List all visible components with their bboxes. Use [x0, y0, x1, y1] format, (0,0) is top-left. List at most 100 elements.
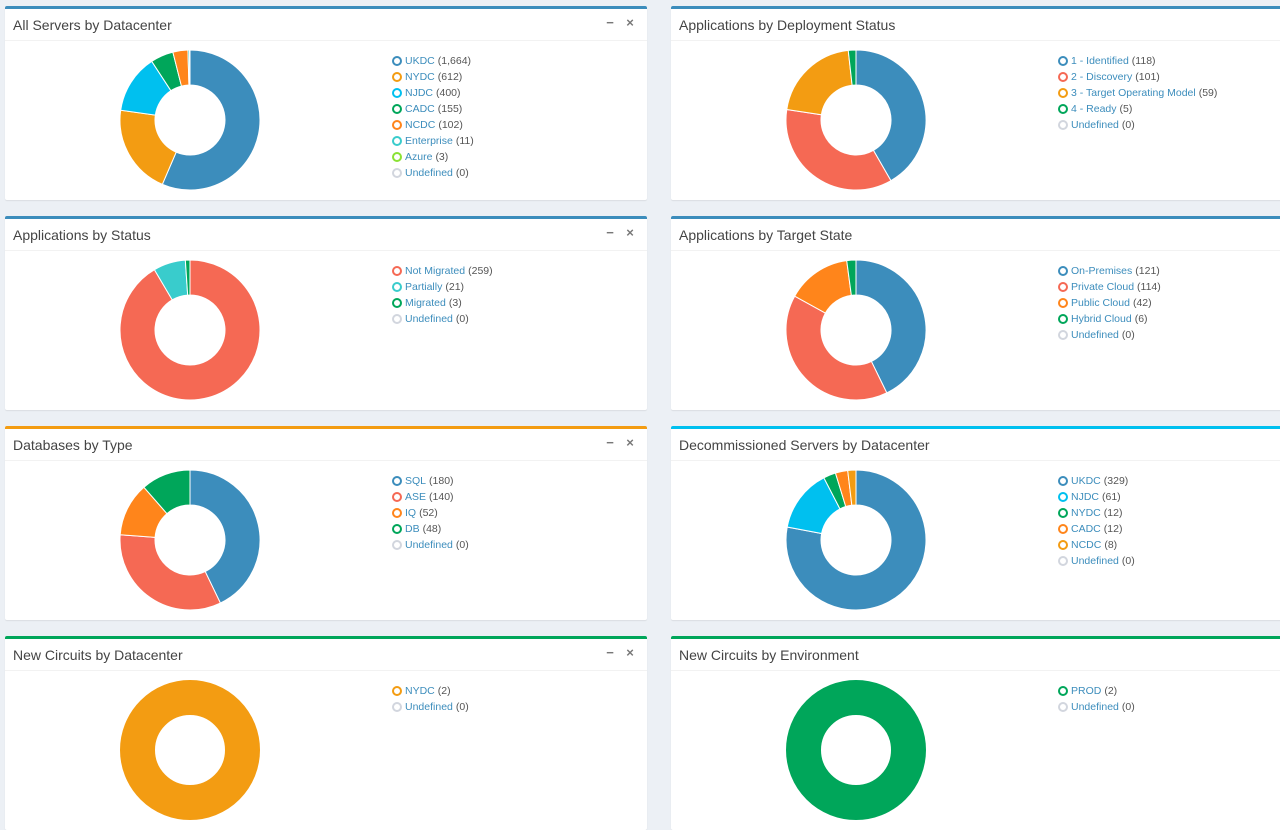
legend-label[interactable]: Azure [405, 149, 432, 165]
legend-item[interactable]: ASE(140) [392, 489, 469, 505]
close-button[interactable]: × [623, 225, 637, 240]
legend-label[interactable]: DB [405, 521, 420, 537]
legend-item[interactable]: Hybrid Cloud(6) [1058, 311, 1161, 327]
legend-item[interactable]: PROD(2) [1058, 683, 1135, 699]
legend-label[interactable]: NYDC [1071, 505, 1101, 521]
legend-label[interactable]: NYDC [405, 69, 435, 85]
legend-label[interactable]: NCDC [1071, 537, 1101, 553]
legend-item[interactable]: Azure(3) [392, 149, 474, 165]
legend-item[interactable]: NJDC(400) [392, 85, 474, 101]
legend-label[interactable]: Undefined [405, 311, 453, 327]
slice-private-cloud[interactable] [786, 296, 887, 400]
legend-label[interactable]: Undefined [405, 699, 453, 715]
legend-item[interactable]: UKDC(329) [1058, 473, 1135, 489]
legend-label[interactable]: Public Cloud [1071, 295, 1130, 311]
legend-label[interactable]: Undefined [1071, 327, 1119, 343]
donut-chart [120, 680, 260, 820]
legend-item[interactable]: 2 - Discovery(101) [1058, 69, 1217, 85]
close-button[interactable]: × [623, 435, 637, 450]
legend-item[interactable]: Private Cloud(114) [1058, 279, 1161, 295]
slice-nydc[interactable] [138, 698, 243, 803]
legend-count: (59) [1199, 85, 1218, 101]
legend-label[interactable]: Undefined [1071, 117, 1119, 133]
close-button[interactable]: × [623, 645, 637, 660]
legend-circle-icon [392, 152, 402, 162]
legend-item[interactable]: Undefined(0) [1058, 117, 1217, 133]
panel-header: All Servers by Datacenter − × [5, 9, 647, 41]
legend-item[interactable]: Partially(21) [392, 279, 493, 295]
legend-count: (118) [1132, 53, 1156, 69]
legend-count: (329) [1104, 473, 1129, 489]
legend-item[interactable]: Undefined(0) [392, 699, 469, 715]
legend-item[interactable]: Undefined(0) [1058, 699, 1135, 715]
legend-label[interactable]: UKDC [1071, 473, 1101, 489]
legend-label[interactable]: 2 - Discovery [1071, 69, 1132, 85]
legend-label[interactable]: Enterprise [405, 133, 453, 149]
legend-label[interactable]: CADC [405, 101, 435, 117]
legend-label[interactable]: Undefined [405, 537, 453, 553]
legend-circle-icon [392, 104, 402, 114]
legend-item[interactable]: NJDC(61) [1058, 489, 1135, 505]
legend-item[interactable]: Enterprise(11) [392, 133, 474, 149]
legend-label[interactable]: 3 - Target Operating Model [1071, 85, 1196, 101]
legend-item[interactable]: UKDC(1,664) [392, 53, 474, 69]
minimize-button[interactable]: − [603, 645, 617, 660]
legend-label[interactable]: Private Cloud [1071, 279, 1134, 295]
minimize-button[interactable]: − [603, 225, 617, 240]
legend-label[interactable]: Not Migrated [405, 263, 465, 279]
legend-label[interactable]: 1 - Identified [1071, 53, 1129, 69]
legend-item[interactable]: CADC(12) [1058, 521, 1135, 537]
legend-label[interactable]: Undefined [405, 165, 453, 181]
panel-header: Applications by Status − × [5, 219, 647, 251]
slice-ase[interactable] [120, 535, 220, 610]
legend-item[interactable]: SQL(180) [392, 473, 469, 489]
legend-label[interactable]: NJDC [1071, 489, 1099, 505]
minimize-button[interactable]: − [603, 435, 617, 450]
legend-item[interactable]: Undefined(0) [1058, 553, 1135, 569]
legend-label[interactable]: SQL [405, 473, 426, 489]
legend-label[interactable]: 4 - Ready [1071, 101, 1117, 117]
donut-chart [786, 680, 926, 820]
legend-item[interactable]: CADC(155) [392, 101, 474, 117]
legend-item[interactable]: Undefined(0) [392, 311, 493, 327]
legend-item[interactable]: Undefined(0) [392, 537, 469, 553]
legend-label[interactable]: Hybrid Cloud [1071, 311, 1132, 327]
panel-title: Databases by Type [13, 437, 133, 453]
legend-item[interactable]: 4 - Ready(5) [1058, 101, 1217, 117]
legend-item[interactable]: 3 - Target Operating Model(59) [1058, 85, 1217, 101]
legend-label[interactable]: IQ [405, 505, 416, 521]
legend-item[interactable]: Undefined(0) [1058, 327, 1161, 343]
legend-label[interactable]: CADC [1071, 521, 1101, 537]
legend-item[interactable]: Migrated(3) [392, 295, 493, 311]
legend-label[interactable]: Partially [405, 279, 442, 295]
legend-item[interactable]: 1 - Identified(118) [1058, 53, 1217, 69]
legend-item[interactable]: NYDC(2) [392, 683, 469, 699]
legend-label[interactable]: Migrated [405, 295, 446, 311]
legend-item[interactable]: Not Migrated(259) [392, 263, 493, 279]
legend-item[interactable]: IQ(52) [392, 505, 469, 521]
panel-header: New Circuits by Environment [671, 639, 1280, 671]
legend-item[interactable]: Undefined(0) [392, 165, 474, 181]
legend-label[interactable]: NYDC [405, 683, 435, 699]
legend-circle-icon [392, 168, 402, 178]
legend-label[interactable]: NCDC [405, 117, 435, 133]
slice-3-target-operating-model[interactable] [787, 50, 852, 114]
minimize-button[interactable]: − [603, 15, 617, 30]
legend-item[interactable]: NYDC(12) [1058, 505, 1135, 521]
legend-count: (102) [438, 117, 463, 133]
legend-label[interactable]: On-Premises [1071, 263, 1132, 279]
slice-prod[interactable] [804, 698, 909, 803]
legend-item[interactable]: NYDC(612) [392, 69, 474, 85]
legend-label[interactable]: UKDC [405, 53, 435, 69]
legend-label[interactable]: NJDC [405, 85, 433, 101]
legend-item[interactable]: On-Premises(121) [1058, 263, 1161, 279]
legend-item[interactable]: NCDC(102) [392, 117, 474, 133]
legend-label[interactable]: ASE [405, 489, 426, 505]
legend-label[interactable]: PROD [1071, 683, 1101, 699]
legend-item[interactable]: Public Cloud(42) [1058, 295, 1161, 311]
legend-label[interactable]: Undefined [1071, 699, 1119, 715]
legend-item[interactable]: DB(48) [392, 521, 469, 537]
legend-label[interactable]: Undefined [1071, 553, 1119, 569]
legend-item[interactable]: NCDC(8) [1058, 537, 1135, 553]
close-button[interactable]: × [623, 15, 637, 30]
